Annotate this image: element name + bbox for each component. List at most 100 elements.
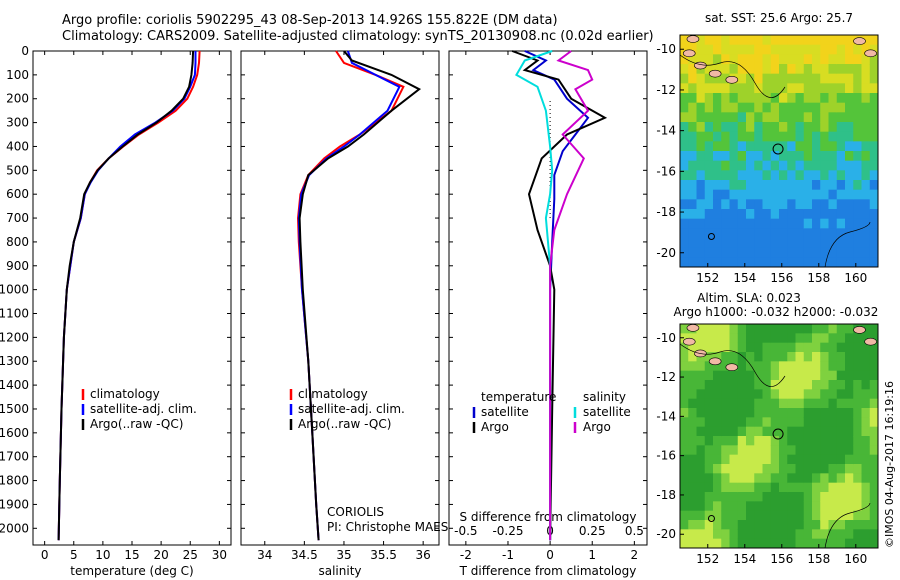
map-cell [787, 54, 796, 65]
map-cell [762, 510, 772, 521]
map-cell [746, 228, 755, 239]
map-cell [845, 180, 854, 191]
map-cell [853, 83, 862, 94]
map-cell [713, 426, 722, 437]
map-cell [713, 324, 722, 334]
map-cell [795, 529, 805, 540]
map-cell [803, 454, 813, 465]
map-cell [853, 482, 862, 493]
island [694, 61, 707, 70]
map-cell [820, 160, 829, 171]
map-cell [713, 510, 722, 521]
map-cell [861, 324, 871, 334]
map-cell [820, 510, 829, 521]
map-cell [812, 333, 821, 344]
map-cell [762, 380, 772, 390]
map-cell [812, 436, 821, 446]
map-cell [696, 122, 706, 133]
map-cell [754, 44, 763, 55]
salinity-profile-frame [240, 50, 440, 546]
map-cell [795, 380, 805, 390]
map-cell [754, 370, 763, 381]
map-cell [869, 93, 879, 104]
map-cell [721, 93, 730, 104]
map-cell [688, 361, 697, 372]
map-cell [704, 199, 714, 210]
map-cell [828, 151, 838, 162]
x-tick-label: 1 [588, 548, 596, 562]
map-cell [779, 112, 788, 123]
map-cell [754, 501, 763, 512]
map-cell [754, 454, 763, 465]
map-cell [721, 538, 730, 549]
map-cell [845, 189, 854, 200]
map-cell [770, 454, 780, 465]
map-cell [746, 342, 755, 353]
map-cell [820, 257, 829, 268]
x-tick-label: 35.5 [370, 548, 397, 562]
map-cell [803, 408, 813, 418]
map-cell [836, 417, 846, 428]
map-cell [704, 417, 714, 428]
map-cell [680, 54, 689, 65]
map-cell [795, 342, 805, 353]
map-cell [861, 73, 871, 84]
map-cell [729, 54, 739, 65]
map-cell [721, 64, 730, 75]
top-axis-label: S difference from climatology [460, 510, 637, 524]
x-axis-label: salinity [318, 564, 361, 578]
map-cell [861, 510, 871, 521]
map-cell [762, 445, 772, 456]
map-cell [803, 333, 813, 344]
map-cell [696, 102, 706, 113]
map-cell [869, 44, 879, 55]
map-cell [803, 209, 813, 220]
x-tick-label: 158 [807, 271, 830, 285]
map-cell [853, 247, 862, 258]
map-cell [803, 417, 813, 428]
map-cell [713, 482, 722, 493]
map-cell [803, 352, 813, 362]
map-cell [795, 436, 805, 446]
map-cell [737, 380, 747, 390]
map-cell [688, 380, 697, 390]
map-cell [704, 228, 714, 239]
map-cell [737, 445, 747, 456]
map-cell [770, 257, 780, 268]
map-cell [729, 199, 739, 210]
map-cell [762, 218, 772, 229]
map-cell [853, 352, 862, 362]
map-cell [696, 436, 706, 446]
map-cell [680, 93, 689, 104]
map-cell [812, 102, 821, 113]
map-cell [795, 257, 805, 268]
map-cell [762, 398, 772, 409]
map-cell [688, 180, 697, 191]
map-cell [869, 54, 879, 65]
map-frame [679, 34, 879, 268]
map-cell [820, 473, 829, 484]
map-cell [729, 445, 739, 456]
map-cell [820, 218, 829, 229]
map-cell [812, 247, 821, 258]
map-cell [795, 398, 805, 409]
map-cell [762, 35, 772, 46]
map-cell [713, 247, 722, 258]
map-cell [696, 151, 706, 162]
map-cell [803, 473, 813, 484]
map-cell [754, 151, 763, 162]
map-cell [853, 93, 862, 104]
map-cell [688, 510, 697, 521]
map-cell [869, 102, 879, 113]
map-cell [869, 228, 879, 239]
map-cell [795, 501, 805, 512]
map-cell [828, 170, 838, 181]
map-cell [754, 54, 763, 65]
map-cell [836, 257, 846, 268]
map-cell [688, 44, 697, 55]
map-cell [713, 131, 722, 142]
map-cell [836, 141, 846, 152]
map-cell [770, 324, 780, 334]
map-cell [836, 464, 846, 474]
map-cell [688, 501, 697, 512]
